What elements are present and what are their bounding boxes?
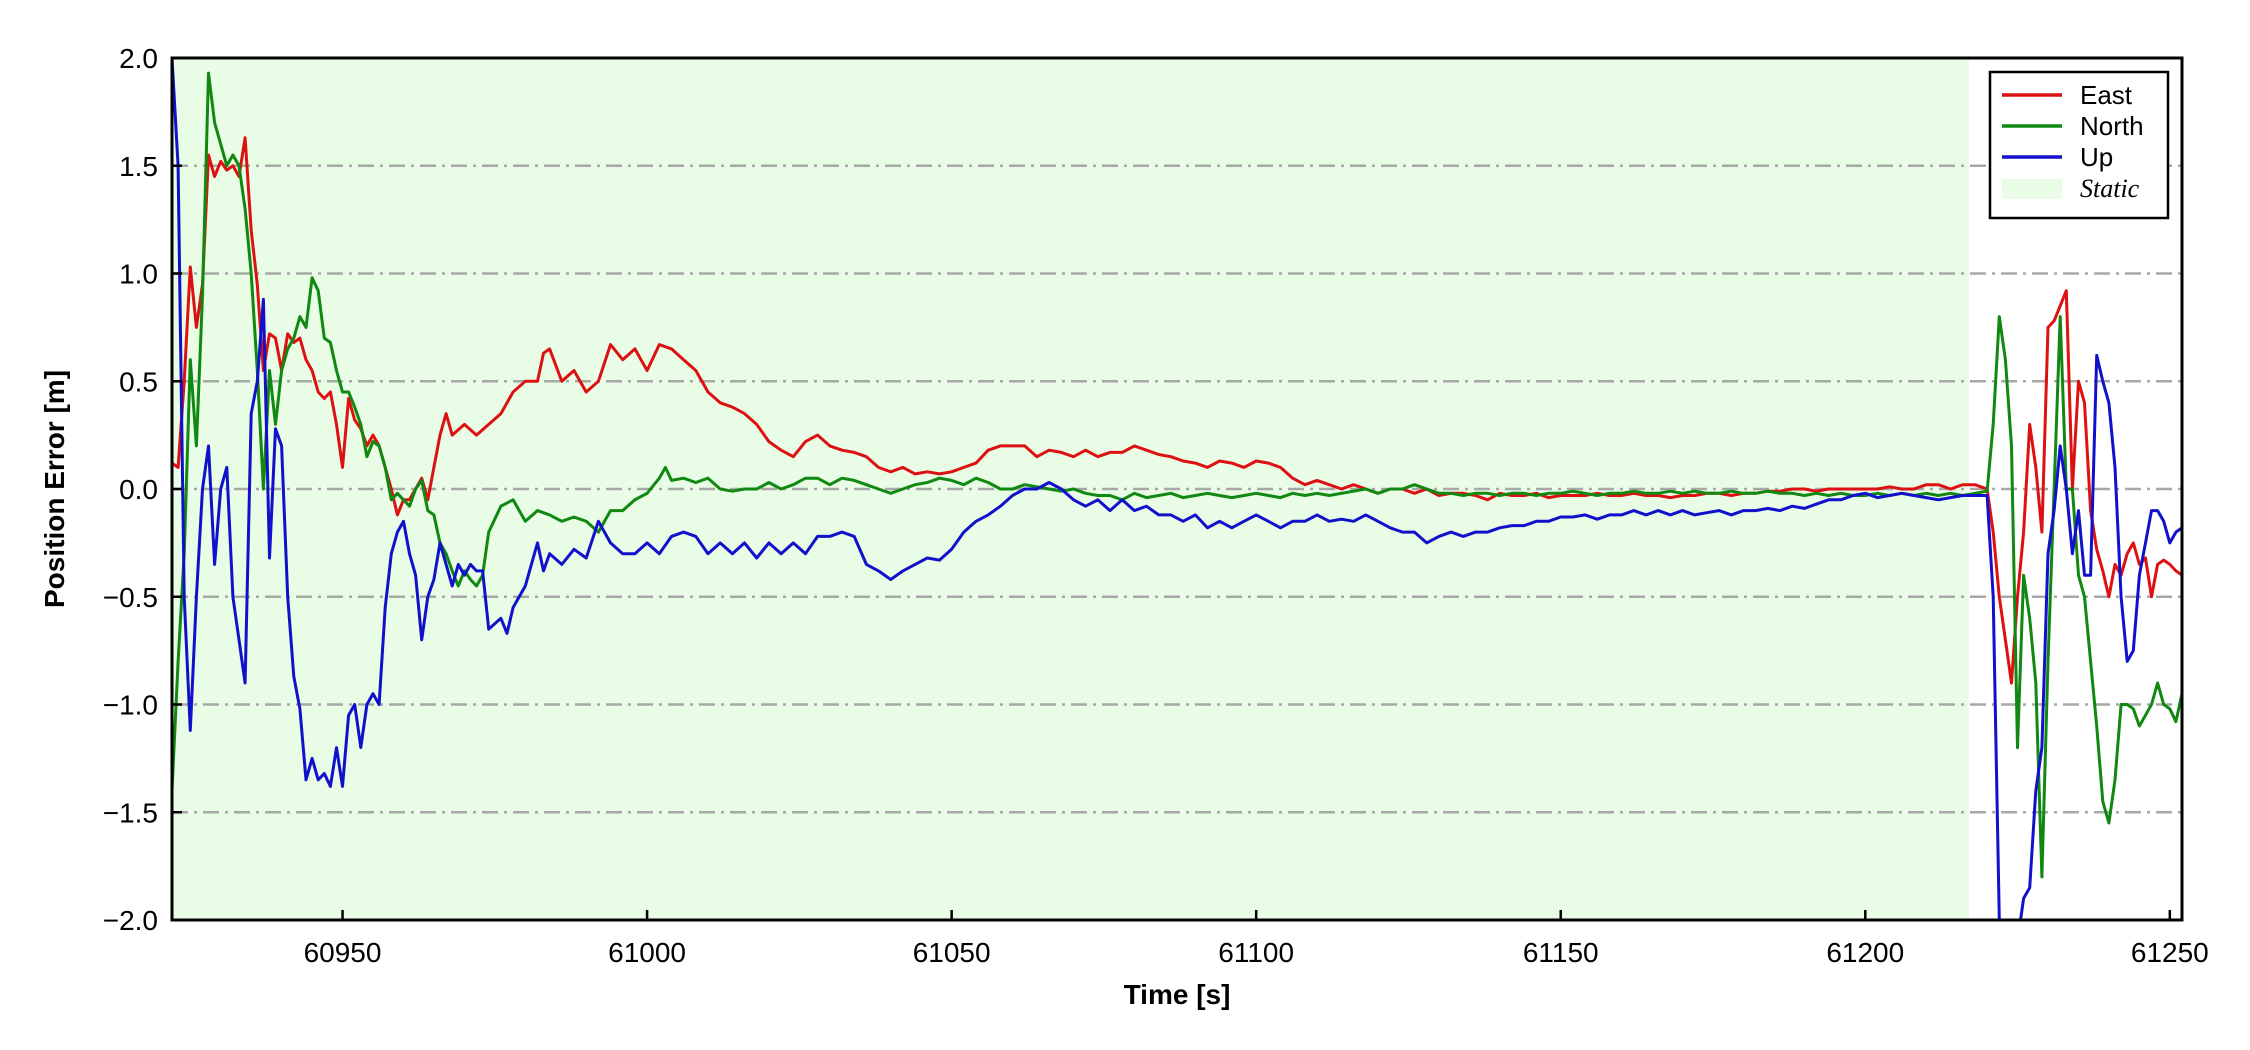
y-tick-label: −2.0 xyxy=(103,905,158,936)
series-line-north xyxy=(172,71,2182,879)
y-tick-label: −1.0 xyxy=(103,690,158,721)
x-axis-ticks: 60950 61000 61050 61100 61150 61200 61250 xyxy=(304,910,2209,968)
series-line-up xyxy=(172,58,2182,920)
x-tick-label: 61100 xyxy=(1218,937,1294,968)
y-tick-label: 1.5 xyxy=(119,151,158,182)
legend-label-north: North xyxy=(2080,111,2144,141)
series-layer xyxy=(172,58,2182,920)
y-axis-ticks: 2.0 1.5 1.0 0.5 0.0 −0.5 −1.0 −1.5 −2.0 xyxy=(103,43,182,936)
y-tick-label: 2.0 xyxy=(119,43,158,74)
x-tick-label: 61250 xyxy=(2131,937,2209,968)
x-tick-label: 60950 xyxy=(304,937,382,968)
x-axis-label: Time [s] xyxy=(1124,979,1231,1010)
y-tick-label: 0.0 xyxy=(119,474,158,505)
x-tick-label: 61000 xyxy=(608,937,686,968)
legend: East North Up Static xyxy=(1988,70,2170,220)
legend-swatch-static xyxy=(2002,179,2062,199)
y-axis-label: Position Error [m] xyxy=(39,370,70,608)
x-tick-label: 61050 xyxy=(913,937,991,968)
x-tick-label: 61200 xyxy=(1826,937,1904,968)
legend-label-up: Up xyxy=(2080,142,2113,172)
grid-lines xyxy=(172,164,2182,814)
y-tick-label: −1.5 xyxy=(103,797,158,828)
legend-label-static: Static xyxy=(2080,174,2140,203)
y-tick-label: 0.5 xyxy=(119,366,158,397)
x-tick-label: 61150 xyxy=(1523,937,1599,968)
legend-label-east: East xyxy=(2080,80,2133,110)
y-tick-label: −0.5 xyxy=(103,582,158,613)
y-tick-label: 1.0 xyxy=(119,259,158,290)
